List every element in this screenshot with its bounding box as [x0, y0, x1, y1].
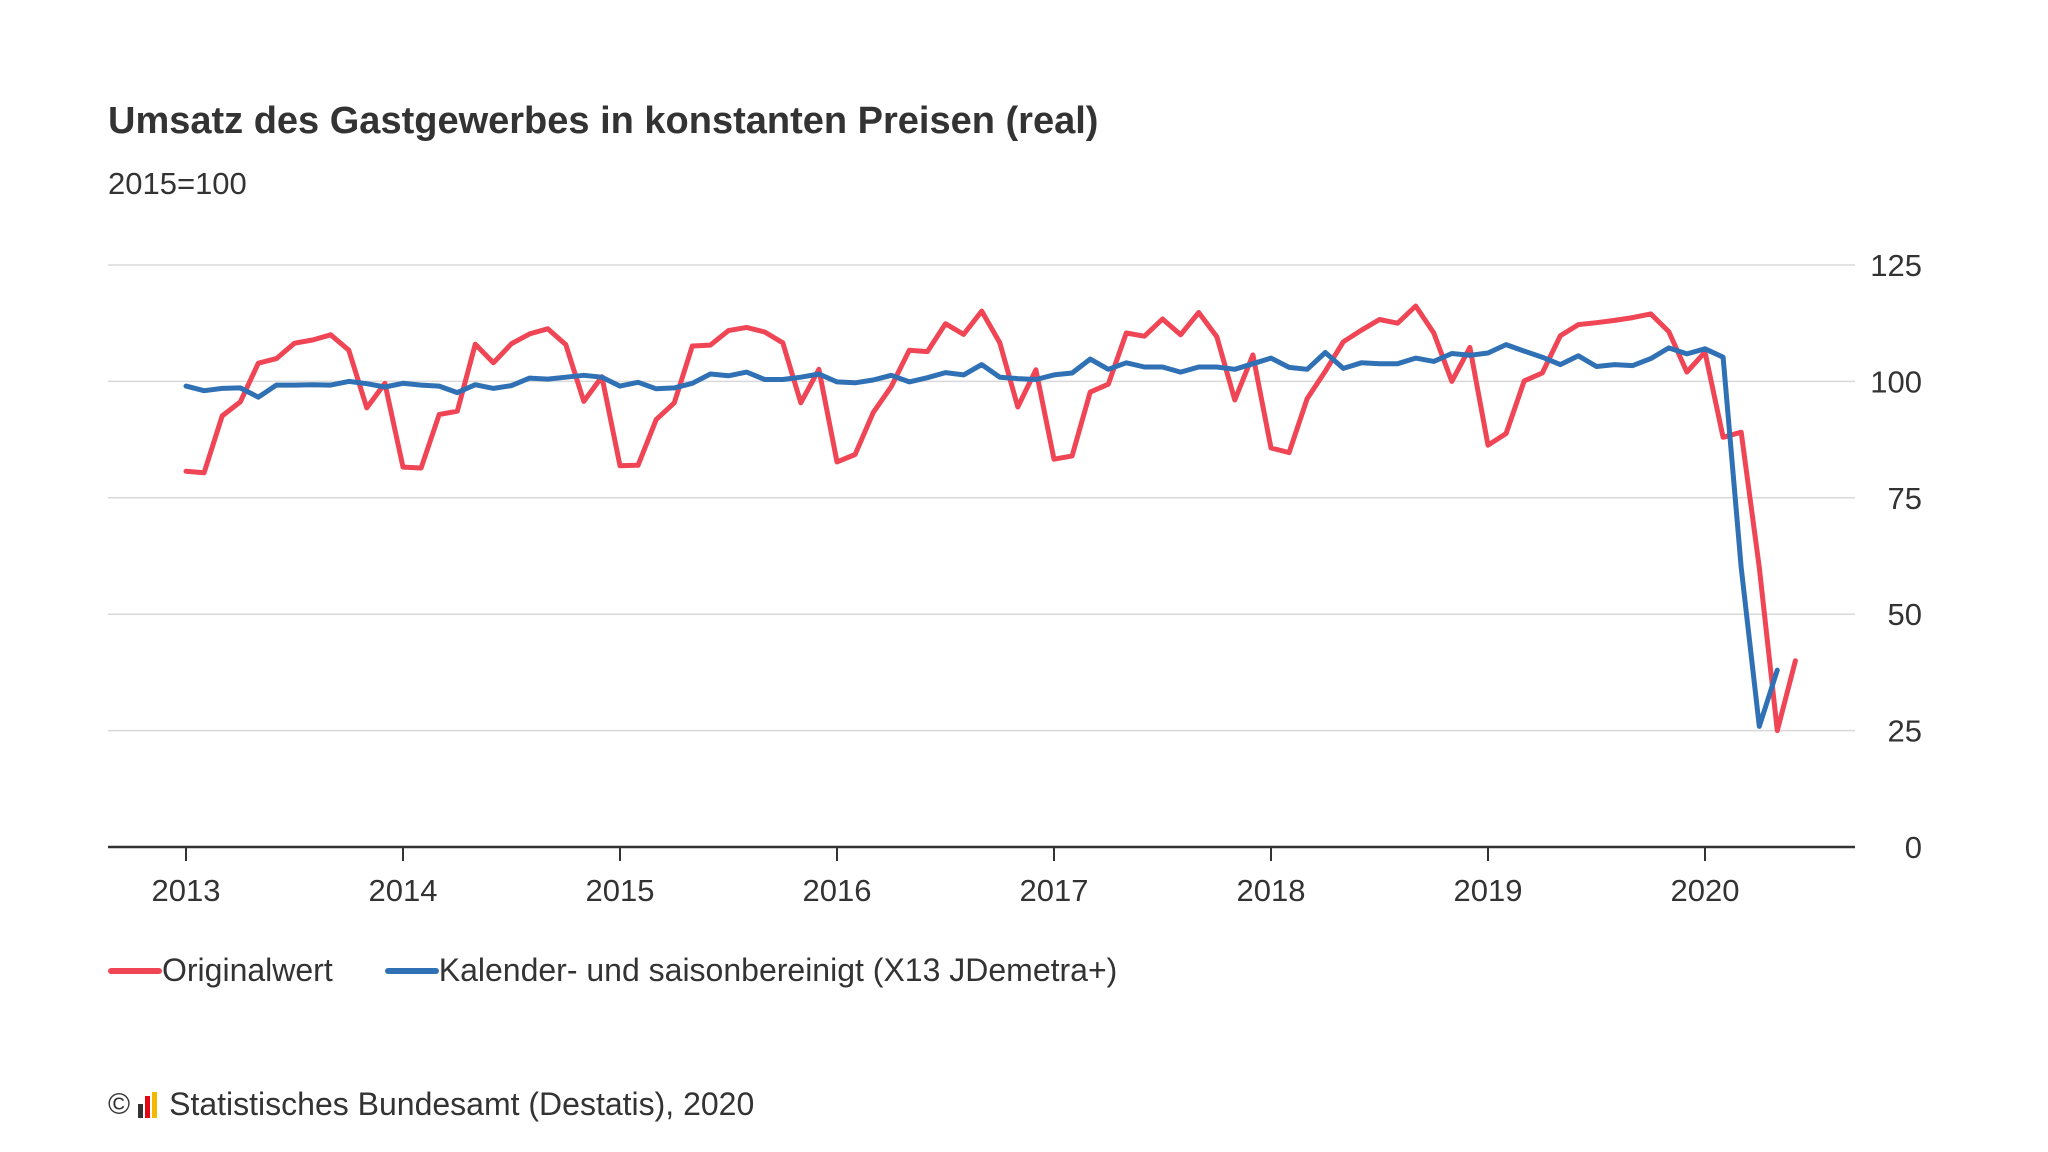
- x-tick-label: 2015: [586, 873, 655, 908]
- chart-subtitle: 2015=100: [108, 166, 247, 201]
- y-tick-label: 0: [1905, 830, 1922, 865]
- legend-item-original: Originalwert: [108, 952, 333, 989]
- y-tick-label: 50: [1888, 597, 1922, 632]
- y-tick-label: 25: [1888, 714, 1922, 749]
- legend-label-original: Originalwert: [162, 952, 333, 988]
- x-tick-label: 2017: [1020, 873, 1089, 908]
- series-line-original: [183, 303, 1798, 734]
- legend-item-adjusted: Kalender- und saisonbereinigt (X13 JDeme…: [384, 952, 1118, 989]
- legend: Originalwert Kalender- und saisonbereini…: [108, 952, 1169, 989]
- legend-label-adjusted: Kalender- und saisonbereinigt (X13 JDeme…: [438, 952, 1118, 988]
- legend-swatch-original: [108, 967, 162, 974]
- y-tick-labels: 0 25 50 75 100 125: [1870, 248, 1922, 865]
- y-tick-label: 100: [1870, 364, 1922, 399]
- source-footer: © Statistisches Bundesamt (Destatis), 20…: [108, 1086, 754, 1123]
- legend-swatch-adjusted: [384, 967, 439, 974]
- x-tick-labels: 2013 2014 2015 2016 2017 2018 2019 2020: [152, 847, 1740, 908]
- source-text: Statistisches Bundesamt (Destatis), 2020: [169, 1086, 755, 1122]
- y-tick-label: 75: [1888, 481, 1922, 516]
- grid-lines: [108, 264, 1855, 849]
- copyright-icon: ©: [108, 1087, 131, 1121]
- series-lines: [183, 303, 1798, 734]
- series-line-adjusted: [183, 342, 1780, 729]
- x-tick-label: 2020: [1671, 873, 1740, 908]
- chart-title: Umsatz des Gastgewerbes in konstanten Pr…: [108, 100, 1099, 142]
- y-tick-label: 125: [1870, 248, 1922, 283]
- x-tick-label: 2014: [369, 873, 438, 908]
- destatis-logo-icon: [138, 1091, 159, 1118]
- x-tick-label: 2013: [152, 873, 221, 908]
- x-tick-label: 2018: [1237, 873, 1306, 908]
- x-tick-label: 2016: [803, 873, 872, 908]
- x-tick-label: 2019: [1454, 873, 1523, 908]
